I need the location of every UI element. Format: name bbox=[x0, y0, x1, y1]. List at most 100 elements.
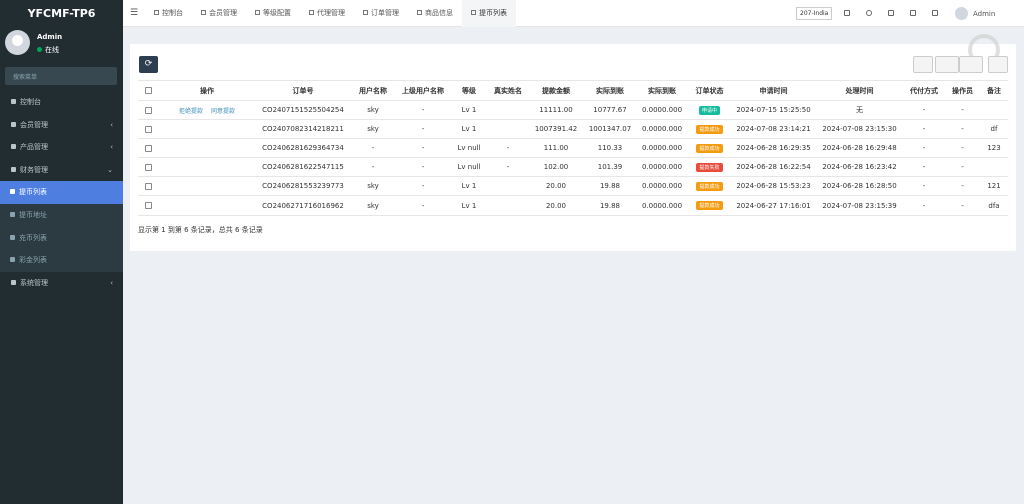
site-selector[interactable]: 207-India bbox=[796, 7, 833, 20]
table-cell bbox=[488, 119, 528, 140]
top-user[interactable]: Admin bbox=[973, 10, 996, 18]
lang-icon[interactable] bbox=[910, 10, 916, 16]
menu-item[interactable]: 系统管理 ‹ bbox=[0, 272, 123, 295]
checkbox[interactable] bbox=[144, 125, 152, 133]
column-header[interactable]: 代付方式 bbox=[903, 80, 945, 101]
checkbox-cell bbox=[138, 157, 158, 178]
table-cell: Lv null bbox=[450, 157, 488, 178]
columns-button[interactable] bbox=[935, 56, 959, 73]
table-cell: 2024-06-28 16:23:42 bbox=[816, 157, 903, 178]
nav-tab[interactable]: 会员管理 bbox=[192, 0, 246, 27]
nav-tab[interactable]: 提币列表 bbox=[462, 0, 516, 27]
table-cell: 提款成功 bbox=[688, 195, 731, 216]
table-cell: sky bbox=[350, 195, 396, 216]
table-cell bbox=[980, 157, 1008, 178]
tab-icon bbox=[201, 10, 206, 15]
column-header[interactable]: 实际到账 bbox=[636, 80, 688, 101]
checkbox-cell bbox=[138, 176, 158, 197]
menu-item[interactable]: 财务管理 ⌄ bbox=[0, 159, 123, 182]
nav-tab[interactable]: 订单管理 bbox=[354, 0, 408, 27]
column-header[interactable]: 订单状态 bbox=[688, 80, 731, 101]
tab-icon bbox=[255, 10, 260, 15]
loader bbox=[968, 34, 1000, 66]
column-header[interactable]: 实际到账 bbox=[584, 80, 636, 101]
column-header[interactable]: 备注 bbox=[980, 80, 1008, 101]
column-header[interactable]: 处理时间 bbox=[816, 80, 903, 101]
submenu-item[interactable]: 提币地址 bbox=[0, 203, 123, 227]
table-cell: 123 bbox=[980, 138, 1008, 159]
header-row: 操作 订单号 用户名称 上级用户名称 等级 真实姓名 提款金额 实际到账 实际到账 订单状态 申请时… bbox=[138, 80, 1008, 101]
column-header[interactable]: 真实姓名 bbox=[488, 80, 528, 101]
nav-tab[interactable]: 等级配置 bbox=[246, 0, 300, 27]
table-cell: - bbox=[945, 195, 980, 216]
table-cell: 2024-06-28 16:22:54 bbox=[731, 157, 816, 178]
menu-label: 控制台 bbox=[20, 98, 41, 106]
table-cell: CO2407082314218211 bbox=[256, 119, 350, 140]
table-cell: 1001347.07 bbox=[584, 119, 636, 140]
menu-item[interactable]: 会员管理 ‹ bbox=[0, 114, 123, 137]
menu-arrow: ⌄ bbox=[107, 165, 113, 174]
column-header[interactable]: 操作 bbox=[158, 80, 256, 101]
table-cell: dfa bbox=[980, 195, 1008, 216]
table-cell: CO2406281622547115 bbox=[256, 157, 350, 178]
column-header[interactable]: 上级用户名称 bbox=[396, 80, 450, 101]
column-header[interactable]: 订单号 bbox=[256, 80, 350, 101]
nav-tab[interactable]: 商品信息 bbox=[408, 0, 462, 27]
clear-icon[interactable] bbox=[888, 10, 894, 16]
table-cell: - bbox=[903, 138, 945, 159]
actions-cell bbox=[158, 119, 256, 140]
column-header[interactable]: 申请时间 bbox=[731, 80, 816, 101]
column-header[interactable]: 操作员 bbox=[945, 80, 980, 101]
checkbox[interactable] bbox=[144, 106, 152, 114]
toggle-view-button[interactable] bbox=[913, 56, 933, 73]
submenu-item[interactable]: 彩金列表 bbox=[0, 249, 123, 272]
menu-item[interactable]: 产品管理 ‹ bbox=[0, 136, 123, 159]
logo[interactable]: YFCMF-TP6 bbox=[0, 0, 123, 27]
checkbox[interactable] bbox=[144, 182, 152, 190]
table-cell: 2024-06-28 15:53:23 bbox=[731, 176, 816, 197]
column-header[interactable]: 等级 bbox=[450, 80, 488, 101]
menu-icon bbox=[11, 144, 16, 150]
submenu-item[interactable]: 充币列表 bbox=[0, 226, 123, 250]
column-header[interactable]: 提款金额 bbox=[528, 80, 584, 101]
table-cell: - bbox=[945, 157, 980, 178]
menu-search[interactable]: 搜索菜单 bbox=[5, 67, 117, 85]
table-cell: 0.0000.000 bbox=[636, 157, 688, 178]
search-button[interactable] bbox=[988, 56, 1008, 73]
submenu-item[interactable]: 提币列表 bbox=[0, 181, 123, 204]
table-cell: 2024-06-28 16:28:50 bbox=[816, 176, 903, 197]
tab-icon bbox=[417, 10, 422, 15]
table-cell: Lv 1 bbox=[450, 119, 488, 140]
table-cell: - bbox=[488, 138, 528, 159]
table-cell: 1007391.42 bbox=[528, 119, 584, 140]
checkbox[interactable] bbox=[144, 202, 152, 210]
nav-tab[interactable]: 控制台 bbox=[145, 0, 192, 27]
table-cell: - bbox=[903, 157, 945, 178]
checkbox[interactable] bbox=[144, 163, 152, 171]
table-cell: 0.0000.000 bbox=[636, 176, 688, 197]
home-icon[interactable] bbox=[844, 10, 850, 16]
column-header[interactable]: 用户名称 bbox=[350, 80, 396, 101]
checkbox[interactable] bbox=[144, 87, 152, 94]
table-cell bbox=[488, 100, 528, 121]
action-link[interactable]: 拒绝提款 bbox=[178, 107, 203, 115]
table-cell: - bbox=[396, 138, 450, 159]
table-cell: 2024-07-08 23:15:30 bbox=[816, 119, 903, 140]
table-cell: - bbox=[945, 176, 980, 197]
nav-tab[interactable]: 代理管理 bbox=[300, 0, 354, 27]
submenu-label: 彩金列表 bbox=[19, 256, 47, 265]
submenu-label: 充币列表 bbox=[19, 233, 47, 242]
menu-icon bbox=[11, 121, 16, 127]
tab-icon bbox=[363, 10, 368, 15]
export-button[interactable] bbox=[959, 56, 983, 73]
menu-item[interactable]: 控制台 bbox=[0, 91, 123, 114]
refresh-icon[interactable] bbox=[866, 10, 872, 16]
menu-arrow: ‹ bbox=[110, 120, 113, 129]
table-cell: CO2406281629364734 bbox=[256, 138, 350, 159]
menu-toggle[interactable]: ☰ bbox=[129, 8, 139, 18]
table-body: 拒绝提款 同意提款 CO2407151525504254 sky - Lv 1 11111.… bbox=[138, 100, 1008, 216]
refresh-button[interactable]: ⟳ bbox=[139, 56, 158, 73]
action-link[interactable]: 同意提款 bbox=[211, 107, 236, 115]
checkbox[interactable] bbox=[144, 144, 152, 152]
fullscreen-icon[interactable] bbox=[932, 10, 938, 16]
